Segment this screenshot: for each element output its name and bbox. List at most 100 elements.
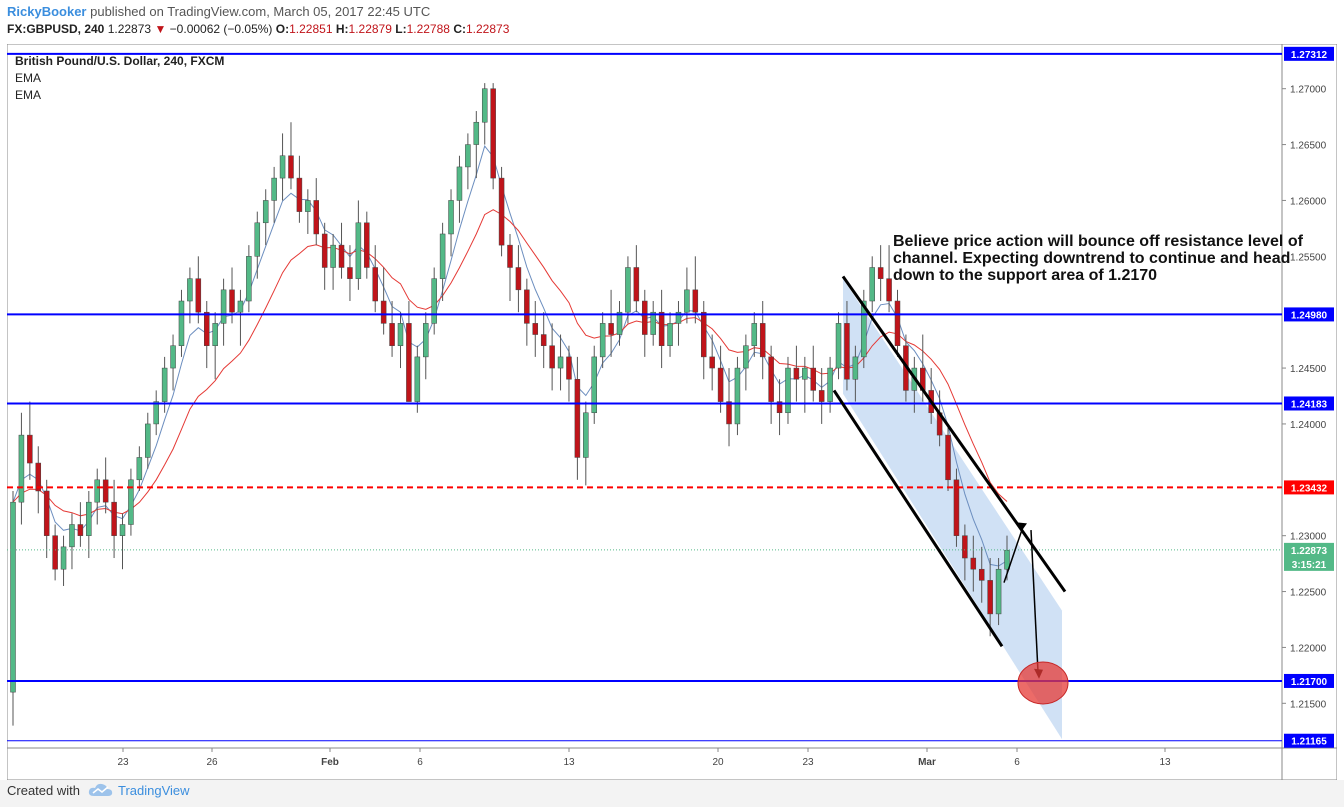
candle-body [406,323,412,402]
ohlc-line: FX:GBPUSD, 240 1.22873 ▼ −0.00062 (−0.05… [7,22,509,36]
candle-body [372,267,378,302]
candle-body [246,256,252,302]
candle-body [852,356,859,380]
candle-body [77,524,84,536]
candle-body [229,289,235,313]
candle-body [237,300,244,313]
candle-body [667,323,673,346]
y-tick-label: 1.26500 [1290,141,1327,152]
tradingview-brand-link[interactable]: TradingView [118,783,190,798]
candle-body [178,300,185,346]
candle-body [254,222,261,257]
publisher-link[interactable]: RickyBooker [7,4,87,19]
y-tick-label: 1.25500 [1290,252,1327,263]
candle-body [768,356,774,402]
candle-body [953,479,960,536]
candle-body [574,378,581,458]
down-triangle-icon: ▼ [154,22,167,36]
candle-body [709,356,715,369]
price-chart[interactable]: 1.27312 1.24980 1.24183 1.23432 1.21700 1.211… [6,43,1338,781]
candle-body [10,501,16,693]
candle-body [599,323,606,358]
header-bar: RickyBooker published on TradingView.com… [0,0,1344,42]
open-value: 1.22851 [289,22,333,36]
candle-body [18,434,25,503]
y-tick-label: 1.23000 [1290,532,1327,543]
candle-body [608,323,614,335]
publish-line: RickyBooker published on TradingView.com… [7,4,430,19]
candle-body [726,401,732,425]
ema-slow-line [12,209,1008,517]
legend-ema-1[interactable]: EMA [15,71,42,85]
legend-title: British Pound/U.S. Dollar, 240, FXCM [15,54,225,68]
candle-body [69,524,75,548]
x-tick-label: 26 [206,757,218,768]
candle-body [187,278,193,302]
x-tick-label: 6 [417,757,423,768]
candle-body [288,155,294,179]
candle-body [465,144,471,168]
countdown-label: 3:15:21 [1292,560,1327,571]
chart-area[interactable]: 1.27312 1.24980 1.24183 1.23432 1.21700 1.211… [6,43,1338,781]
level-price-label: 1.21165 [1291,737,1327,748]
candle-body [591,356,597,414]
low-value: 1.22788 [406,22,450,36]
level-price-tag [1284,480,1334,495]
high-label: H: [335,22,349,36]
candle-body [886,278,892,302]
candle-body [161,367,168,402]
candle-body [153,401,159,425]
x-tick-label: 20 [712,757,724,768]
candle-body [35,462,42,492]
candle-body [355,222,362,279]
candle-body [776,401,783,414]
candle-body [102,479,109,503]
legend-ema-2[interactable]: EMA [15,88,42,102]
bounce-arrow-line [1003,526,1024,583]
candle-body [549,345,555,369]
candle-body [364,222,370,268]
candle-body [734,367,741,425]
candle-body [347,267,353,279]
candle-body [962,535,968,559]
candle-body [389,323,395,346]
candle-body [970,557,977,570]
level-price-label: 1.27312 [1291,50,1328,61]
x-tick-label: 6 [1014,757,1020,768]
candle-body [785,367,791,414]
candle-body [262,200,269,224]
candle-body [52,535,58,570]
x-tick-label: 23 [117,757,129,768]
candle-body [128,479,134,525]
candle-body [279,155,286,179]
price-change: −0.00062 (−0.05%) [169,22,273,36]
candle-body [557,356,564,369]
candle-body [321,233,328,268]
candle-body [978,568,985,581]
ema-fast-line [12,145,1008,567]
level-price-tag [1284,733,1334,748]
target-arrow-line [1030,530,1039,673]
candle-body [616,311,623,335]
candle-body [532,323,539,335]
published-text: published on TradingView.com, March 05, … [90,4,431,19]
candle-body [650,311,656,335]
candle-body [987,580,993,615]
candle-body [675,311,682,324]
candle-body [827,367,833,402]
candle-body [330,244,336,268]
candle-body [894,300,901,346]
channel-lower-line [832,389,1004,648]
symbol-label: FX:GBPUSD, 240 [7,22,105,36]
candle-body [540,334,547,346]
candle-body [490,88,496,179]
candle-body [802,367,808,380]
candle-body [195,278,202,313]
candle-body [380,300,387,324]
candle-body [566,356,572,380]
candle-body [844,323,850,380]
candle-body [27,434,33,464]
x-tick-label: 23 [802,757,814,768]
candle-body [717,367,724,402]
channel-upper-line [841,275,1067,593]
